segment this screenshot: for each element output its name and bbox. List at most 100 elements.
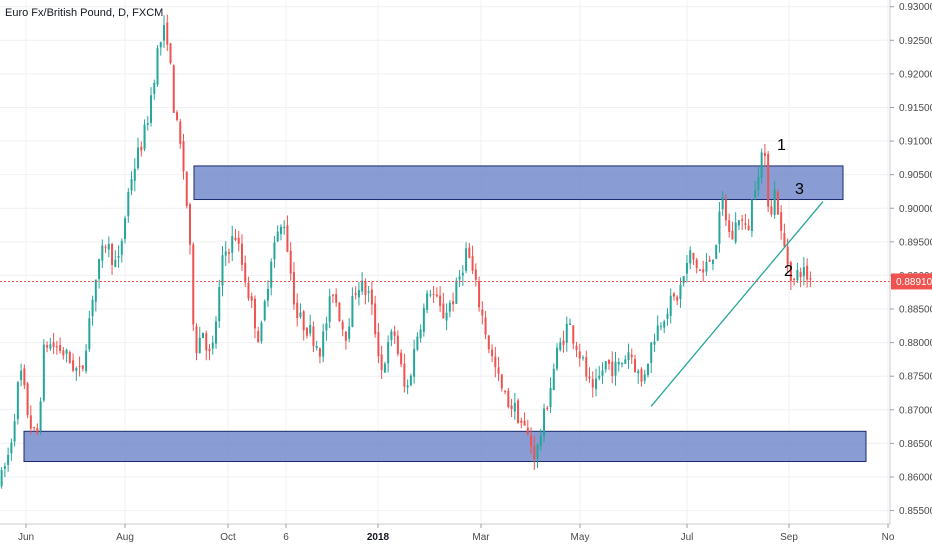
candle-body [202,332,204,339]
candle-body [208,348,211,352]
candle-body [224,251,227,256]
price-axis[interactable]: 0.93000 0.92500 0.92000 0.91500 0.91000 0.905… [890,2,932,517]
candle [49,337,52,352]
candle [198,326,201,354]
candle [452,292,455,312]
candle-body [406,385,409,388]
candle-body [10,442,13,454]
candle-body [679,284,682,300]
candle-body [377,332,380,357]
candle-body [630,354,633,358]
candle-body [276,231,279,242]
candle [698,268,701,272]
candle-body [318,348,321,357]
candle-body [494,356,497,368]
candle [595,368,598,397]
candle-body [640,368,643,382]
candle-body [348,326,351,339]
candle-body [85,350,88,372]
candle-body [286,225,289,252]
candle [169,42,172,65]
candle [802,257,805,286]
candle [487,334,490,354]
candle [575,341,578,358]
resistance-zone[interactable] [193,165,844,201]
candle-body [42,344,45,401]
y-tick-label: 0.89500 [899,237,932,248]
candle-body [471,256,474,271]
candle [62,346,65,360]
candle-body [741,219,744,221]
candle-body [737,220,740,226]
candle [640,367,643,387]
candle-body [468,247,471,259]
support-zone[interactable] [23,430,867,463]
candle [315,340,318,351]
candle [711,259,714,271]
candle [247,276,250,301]
candle-body [442,303,445,319]
candle-body [292,271,295,305]
candle-body [672,293,675,297]
candle-body [731,230,734,240]
candle [582,355,585,361]
candle-body [536,444,539,459]
trend-line[interactable] [650,201,824,407]
candle-body [409,375,412,386]
y-tick-label: 0.86000 [899,472,932,483]
candle [286,215,289,253]
candle [439,286,442,313]
candle [520,417,523,429]
candle-body [484,317,487,335]
candle-body [633,359,636,373]
y-tick-label: 0.90500 [899,170,932,181]
candle-body [98,258,101,279]
candle-body [137,147,140,169]
candle [72,353,75,373]
candle-body [325,323,328,331]
x-tick-label: 2018 [367,532,390,543]
candle [695,257,698,274]
candle [588,367,591,383]
candle [734,212,737,245]
x-tick-label: May [571,532,590,543]
candle-body [416,336,419,350]
candle [721,191,724,216]
candle-body [422,307,425,332]
candle-body [780,212,783,231]
candle [0,467,3,489]
candle [81,365,84,372]
candle-body [182,141,185,172]
candle-body [705,261,708,272]
candle [364,278,367,305]
candle [471,245,474,275]
candle-body [734,222,737,242]
candle [335,288,338,307]
candle [783,223,786,248]
candle [627,343,630,369]
candle [413,339,416,384]
candle [98,258,101,289]
candle-body [20,370,23,381]
candle-body [374,303,377,335]
candle-body [205,333,208,351]
candle [117,245,120,269]
candle [257,326,260,343]
candle-body [370,289,373,305]
candle [416,332,419,351]
candle-body [192,244,195,325]
candle [523,412,526,426]
candle [380,345,383,380]
candle-body [383,363,386,373]
candle-body [273,242,276,260]
candle-body [403,363,406,387]
time-axis[interactable]: Jun Aug Oct 6 2018 Mar May Jul Sep No [18,524,895,543]
candle-body [533,445,536,460]
candle [101,239,104,268]
x-tick-label: 6 [283,532,289,543]
y-tick-label: 0.91500 [899,103,932,114]
candle [692,252,695,266]
candle [565,316,568,352]
candle [104,244,107,254]
candle-body [595,378,598,389]
